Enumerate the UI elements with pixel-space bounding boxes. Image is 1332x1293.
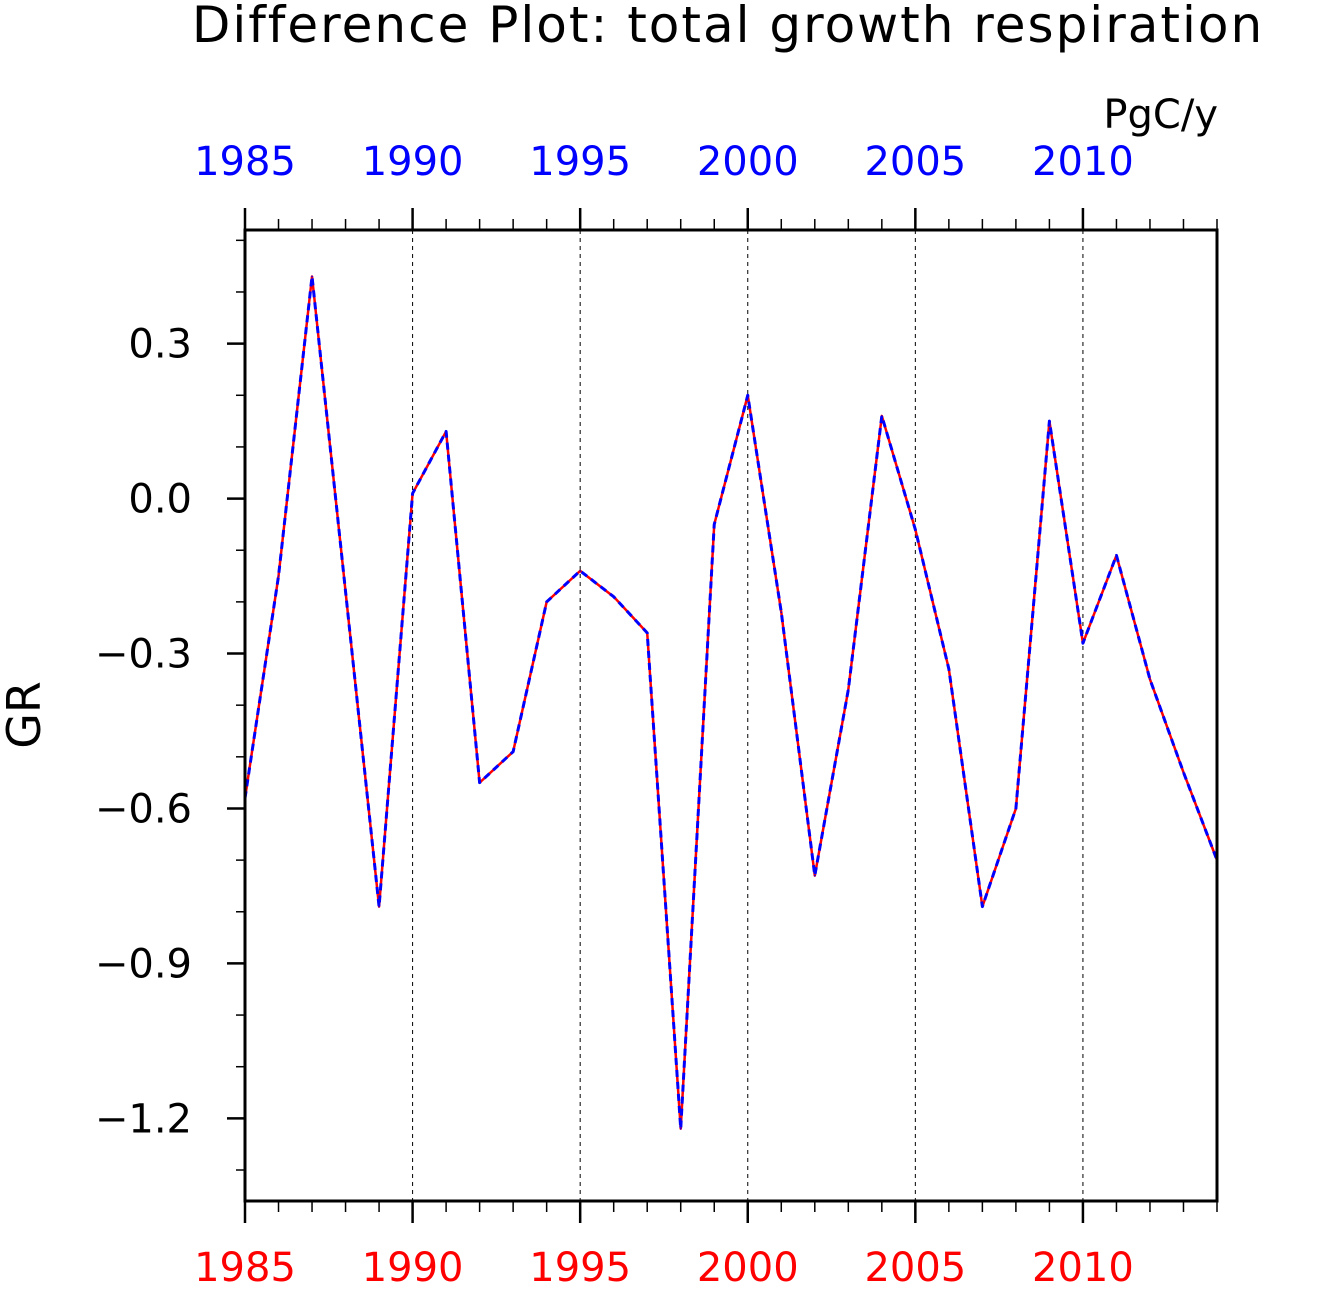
series-2-point (981, 905, 984, 908)
x-tick-label-top: 1995 (529, 139, 631, 185)
series-lines (243, 274, 1219, 1131)
x-tick-label-bottom: 1985 (194, 1245, 296, 1291)
series-2-point (277, 575, 280, 577)
y-tick-label: −0.3 (95, 632, 192, 678)
series-2-point (445, 430, 447, 433)
series-2-point (579, 570, 581, 572)
series-2-point (679, 1127, 682, 1130)
series-2-point (1115, 554, 1118, 557)
series-2-point (478, 781, 481, 784)
chart-title: Difference Plot: total growth respiratio… (192, 0, 1264, 54)
series-line-1 (243, 275, 1219, 1130)
grid-lines (412, 230, 1084, 1201)
x-tick-label-bottom: 2005 (864, 1245, 966, 1291)
series-2-point (847, 688, 850, 691)
series-2-point (344, 590, 347, 593)
series-2-point (1048, 420, 1051, 422)
series-2-point (813, 874, 816, 877)
series-2-point (1015, 807, 1017, 810)
series-2-point (1149, 678, 1151, 681)
series-2-point (780, 611, 783, 614)
x-tick-label-top: 2000 (697, 139, 799, 185)
series-2-point (1182, 771, 1185, 774)
series-2-point (746, 394, 749, 397)
units-label: PgC/y (1103, 92, 1218, 138)
series-2-point (612, 595, 615, 598)
series-2-point (512, 750, 514, 753)
x-tick-label-top: 2010 (1032, 139, 1134, 185)
y-axis-label: GR (0, 681, 51, 749)
y-tick-label: 0.0 (128, 477, 192, 523)
series-2-point (646, 632, 649, 634)
series-2-point (713, 523, 716, 526)
axis-ticks (227, 208, 1218, 1223)
series-2-point (948, 668, 950, 670)
x-tick-label-bottom: 1995 (529, 1245, 631, 1291)
x-tick-label-bottom: 2010 (1032, 1245, 1134, 1291)
series-2-point (914, 528, 917, 531)
x-tick-label-top: 2005 (864, 139, 966, 185)
series-2-point (545, 601, 548, 603)
series-2-point (378, 905, 380, 908)
x-tick-label-bottom: 2000 (697, 1245, 799, 1291)
tick-labels: 1985 1985 1990 1990 1995 1995 2000 2000 2005 2005… (95, 139, 1134, 1291)
plot-frame (243, 228, 1219, 1203)
y-tick-label: −0.9 (95, 941, 192, 987)
y-tick-label: −1.2 (95, 1096, 192, 1142)
x-tick-label-top: 1990 (362, 139, 464, 185)
series-2-point (411, 492, 414, 495)
x-tick-label-bottom: 1990 (362, 1245, 464, 1291)
series-2-point (1082, 642, 1084, 644)
y-tick-label: −0.6 (95, 786, 192, 832)
y-tick-label: 0.3 (128, 322, 192, 368)
series-line-2 (243, 274, 1219, 1131)
series-2-point (311, 275, 313, 278)
series-2-point (881, 415, 883, 417)
x-tick-label-top: 1985 (194, 139, 296, 185)
